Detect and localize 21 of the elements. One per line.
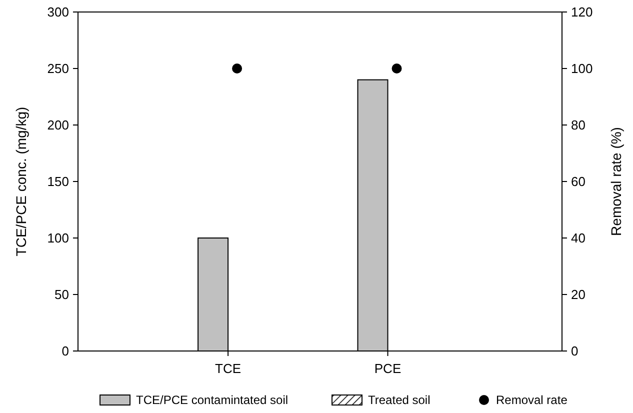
y2-tick-label: 60 xyxy=(571,174,586,190)
x-tick-label: TCE xyxy=(215,361,242,376)
y2-tick-label: 40 xyxy=(571,230,586,246)
y2-tick-label: 80 xyxy=(571,118,586,133)
y-tick-label: 100 xyxy=(47,230,69,246)
y-tick-label: 50 xyxy=(54,287,69,302)
y2-tick-label: 120 xyxy=(571,4,593,20)
y-tick-label: 0 xyxy=(62,344,69,359)
legend-label: Removal rate xyxy=(496,393,568,407)
y-tick-label: 300 xyxy=(47,4,69,20)
y-axis-title: TCE/PCE conc. (mg/kg) xyxy=(13,106,29,256)
legend-label: TCE/PCE contamintated soil xyxy=(136,393,288,407)
y-tick-label: 250 xyxy=(47,61,69,76)
y-tick-label: 200 xyxy=(47,118,69,133)
legend-label: Treated soil xyxy=(368,393,430,407)
y2-tick-label: 100 xyxy=(571,61,593,76)
y-tick-label: 150 xyxy=(47,174,69,190)
y2-tick-label: 20 xyxy=(571,287,586,302)
x-tick-label: PCE xyxy=(374,361,402,376)
y2-tick-label: 0 xyxy=(571,344,578,359)
y2-axis-title: Removal rate (%) xyxy=(608,127,624,236)
